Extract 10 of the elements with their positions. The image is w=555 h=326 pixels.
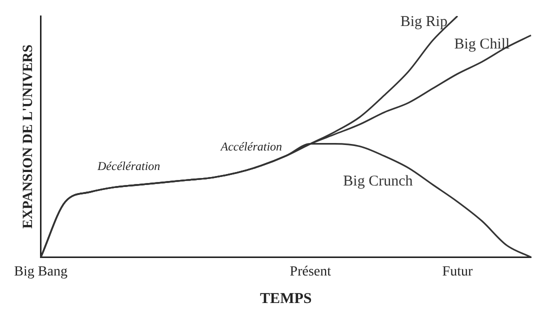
x-axis-title: TEMPS	[260, 290, 312, 307]
series-label: Big Rip	[400, 14, 448, 30]
annotation: Accélération	[220, 140, 282, 154]
x-tick-label: Futur	[442, 264, 473, 280]
annotation: Décélération	[96, 158, 160, 173]
y-axis-title: EXPANSION DE L'UNIVERS	[21, 44, 36, 229]
x-tick-label: Big Bang	[14, 264, 68, 280]
x-tick-label: Présent	[290, 264, 332, 280]
series-label: Big Crunch	[343, 173, 414, 190]
series-label: Big Chill	[454, 36, 510, 52]
